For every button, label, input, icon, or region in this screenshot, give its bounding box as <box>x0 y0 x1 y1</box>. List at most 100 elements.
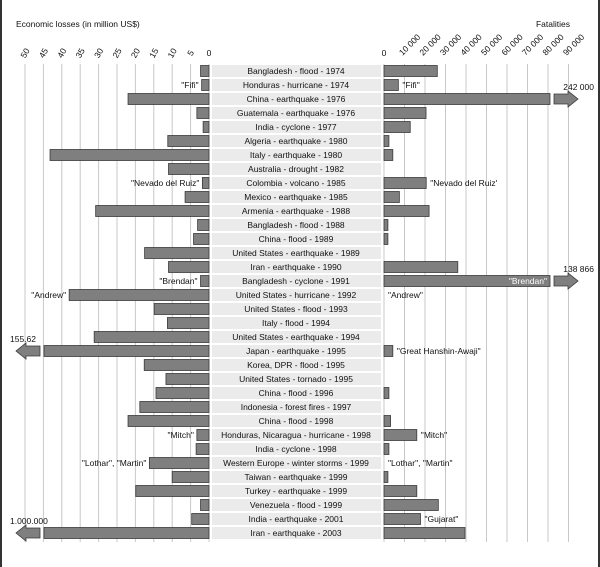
fatalities-annotation: "Great Hanshin-Awaji" <box>397 346 481 356</box>
category-label: China - flood - 1998 <box>259 416 334 426</box>
fatalities-bar <box>383 471 389 483</box>
fatalities-bar <box>383 443 390 455</box>
loss-bar <box>193 233 210 245</box>
category-label-box <box>212 373 381 385</box>
loss-bar <box>127 415 210 427</box>
category-label-box <box>212 471 381 483</box>
category-label-box <box>212 79 381 91</box>
fatalities-bar <box>383 79 399 91</box>
right-tick-label: 0 <box>382 48 387 58</box>
category-label-box <box>212 513 381 525</box>
left-tick-label: 10 <box>166 46 180 59</box>
category-label: India - cyclone - 1998 <box>255 444 337 454</box>
loss-bar <box>168 261 210 273</box>
category-label: United States - earthquake - 1994 <box>232 332 360 342</box>
loss-bar <box>167 317 210 329</box>
fatalities-annotation: "Lothar", "Martin" <box>388 458 453 468</box>
category-label: Algeria - earthquake - 1980 <box>244 136 347 146</box>
category-label-box <box>212 485 381 497</box>
category-label: Australia - drought - 1982 <box>248 164 344 174</box>
category-label: United States - tornado - 1995 <box>239 374 353 384</box>
fatalities-bar <box>383 205 430 217</box>
left-tick-label: 25 <box>110 46 124 59</box>
category-label-box <box>212 415 381 427</box>
loss-bar <box>200 65 210 77</box>
loss-bar <box>201 79 210 91</box>
fatalities-bar <box>383 499 439 511</box>
category-label-box <box>212 191 381 203</box>
loss-bar <box>148 457 210 469</box>
left-tick-label: 40 <box>55 46 69 59</box>
right-tick-label: 30 000 <box>438 32 464 58</box>
loss-annotation: "Fifi" <box>181 80 198 90</box>
loss-annotation: "Mitch" <box>168 430 194 440</box>
category-label: United States - hurricane - 1992 <box>236 290 357 300</box>
category-label: Armenia - earthquake - 1988 <box>242 206 350 216</box>
fatalities-annotation: "Mitch" <box>421 430 447 440</box>
category-label-box <box>212 135 381 147</box>
fatalities-bar <box>383 191 400 203</box>
category-label-box <box>212 177 381 189</box>
fatalities-bar <box>383 415 391 427</box>
fatalities-bar <box>383 429 418 441</box>
loss-annotation: "Nevado del Ruiz" <box>131 178 199 188</box>
fatalities-annotation: "Fifi" <box>402 80 419 90</box>
category-label: China - earthquake - 1976 <box>247 94 346 104</box>
left-tick-label: 15 <box>147 46 161 59</box>
category-label: Bangladesh - flood - 1974 <box>247 66 345 76</box>
right-tick-label: 70 000 <box>520 32 546 58</box>
fatalities-bar <box>383 121 411 133</box>
left-tick-label: 20 <box>129 46 143 59</box>
category-label-box <box>212 289 381 301</box>
category-label: Japan - earthquake - 1995 <box>246 346 346 356</box>
category-label-box <box>212 163 381 175</box>
loss-bar <box>195 443 210 455</box>
category-label: Turkey - earthquake - 1999 <box>245 486 347 496</box>
fatalities-bar <box>383 149 394 161</box>
left-tick-label: 50 <box>18 46 32 59</box>
category-label: Taiwan - earthquake - 1999 <box>244 472 347 482</box>
fatalities-off-scale-label: 242 000 <box>563 82 594 92</box>
left-tick-label: 0 <box>207 48 212 58</box>
fatalities-bar <box>383 135 390 147</box>
category-label: Western Europe - winter storms - 1999 <box>223 458 369 468</box>
fatalities-arrow-right <box>553 90 579 108</box>
fatalities-annotation: "Brendan" <box>509 276 547 286</box>
category-label: Bangladesh - flood - 1988 <box>247 220 345 230</box>
category-label-box <box>212 205 381 217</box>
loss-bar <box>202 121 210 133</box>
category-label: Colombia - volcano - 1985 <box>246 178 345 188</box>
fatalities-bar <box>383 177 427 189</box>
fatalities-bar <box>383 485 418 497</box>
loss-arrow-left <box>15 524 41 542</box>
fatalities-bar <box>383 107 427 119</box>
category-label: India - earthquake - 2001 <box>249 514 344 524</box>
category-label: Italy - earthquake - 1980 <box>250 150 342 160</box>
fatalities-bar <box>383 387 390 399</box>
loss-bar <box>200 499 210 511</box>
loss-bar <box>49 149 210 161</box>
loss-bar <box>196 429 210 441</box>
loss-bar <box>168 163 210 175</box>
category-label: United States - flood - 1993 <box>244 304 348 314</box>
category-label-box <box>212 149 381 161</box>
category-label-box <box>212 527 381 539</box>
category-label: Venezuela - flood - 1999 <box>250 500 342 510</box>
fatalities-bar <box>383 275 551 287</box>
right-axis-title: Fatalities <box>536 19 570 29</box>
right-tick-label: 60 000 <box>499 32 525 58</box>
fatalities-arrow-right <box>553 272 579 290</box>
fatalities-bar <box>383 345 394 357</box>
category-label: Honduras, Nicaragua - hurricane - 1998 <box>221 430 371 440</box>
fatalities-bar <box>383 261 459 273</box>
category-label: United States - earthquake - 1989 <box>232 248 360 258</box>
category-label-box <box>212 499 381 511</box>
category-label-box <box>212 345 381 357</box>
category-label-box <box>212 303 381 315</box>
category-label-box <box>212 401 381 413</box>
loss-bar <box>43 345 210 357</box>
loss-bar <box>68 289 210 301</box>
category-label-box <box>212 331 381 343</box>
loss-bar <box>153 303 210 315</box>
